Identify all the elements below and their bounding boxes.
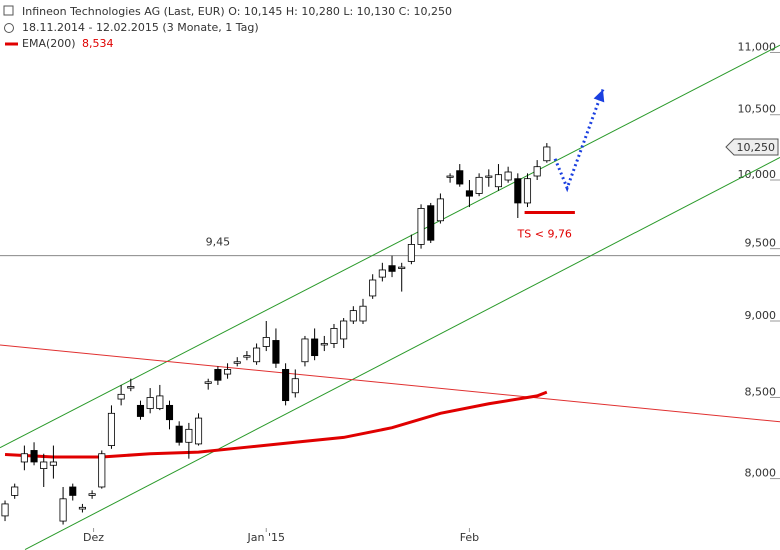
chart-icon [3,5,14,16]
candle-body [407,244,415,262]
candle-body [369,279,377,297]
trend-line [0,344,780,423]
candle-body [533,166,541,177]
candle-body [49,461,57,466]
x-tick-label: Jan '15 [247,531,285,544]
candle-body [485,175,493,178]
ema-legend: EMA(200) [22,37,76,50]
x-tick-label: Dez [83,531,104,544]
candle-body [446,175,454,178]
candle-body [185,428,193,443]
candle-body [40,461,48,469]
candle-body [253,347,261,363]
candle-body [262,337,270,347]
candle-body [233,361,241,364]
candle-body [30,450,38,463]
candle-body [398,266,406,269]
trend-line [0,44,780,449]
projection-line [553,88,605,193]
candle-body [1,503,9,517]
candle-body [20,453,28,463]
ema-legend-value: 8,534 [82,37,114,50]
candle-body [330,328,338,344]
candle-body [291,378,299,394]
candle-body [194,417,203,445]
candle-body [127,386,135,389]
level-label: 9,45 [206,236,231,249]
candle-body [523,178,532,204]
candle-body [107,412,116,446]
candle-body [543,146,551,162]
candle-body [88,493,96,496]
chart-subtitle: 18.11.2014 - 12.02.2015 (3 Monate, 1 Tag… [22,21,259,34]
y-tick-label: 9,000 [745,309,777,322]
candle-body [59,498,67,522]
candle-body [504,171,512,181]
trend-line [24,157,780,550]
y-tick-label: 9,500 [745,237,777,250]
candle-body [282,369,290,402]
y-tick-label: 11,000 [738,40,777,53]
candle-body [214,369,222,381]
candle-body [11,486,19,496]
candle-body [301,338,309,363]
candle-body [494,174,503,188]
projection-arrowhead [593,89,605,103]
candle-body [146,397,154,409]
y-tick-label: 10,500 [738,103,777,116]
stop-label: TS < 9,76 [517,228,572,241]
candle-body [417,208,425,245]
ema-line [4,390,548,459]
candle-body [427,205,435,241]
candle-body [514,178,522,204]
candle-body [204,381,212,384]
y-tick-label: 8,500 [745,385,777,398]
y-tick-label: 8,000 [745,467,777,480]
x-tick-label: Feb [460,531,479,544]
candle-body [98,453,106,488]
candle-body [388,265,396,272]
candle-body [243,355,251,358]
candle-body [436,198,444,222]
last-price-tag [725,138,779,156]
candle-body [272,340,280,364]
candle-body [475,176,483,194]
candle-body [175,425,183,443]
candle-body [456,170,464,185]
clock-icon [4,23,14,33]
candle-body [136,404,145,417]
candle-body [224,369,232,375]
candle-body [165,404,174,421]
candle-body [311,338,319,357]
candle-body [359,305,367,322]
candle-body [378,269,386,278]
candle-body [69,486,77,496]
candle-body [340,320,348,340]
last-price-label: 10,250 [737,141,776,154]
candle-body [78,506,86,510]
candle-body [320,343,328,346]
header: Infineon Technologies AG (Last, EUR) O: … [3,5,452,50]
candle-body [117,393,125,400]
candle-body [156,395,164,409]
candle-body [465,190,473,197]
chart-title: Infineon Technologies AG (Last, EUR) O: … [22,5,452,18]
candle-body [349,310,357,322]
y-tick-label: 10,000 [738,168,777,181]
